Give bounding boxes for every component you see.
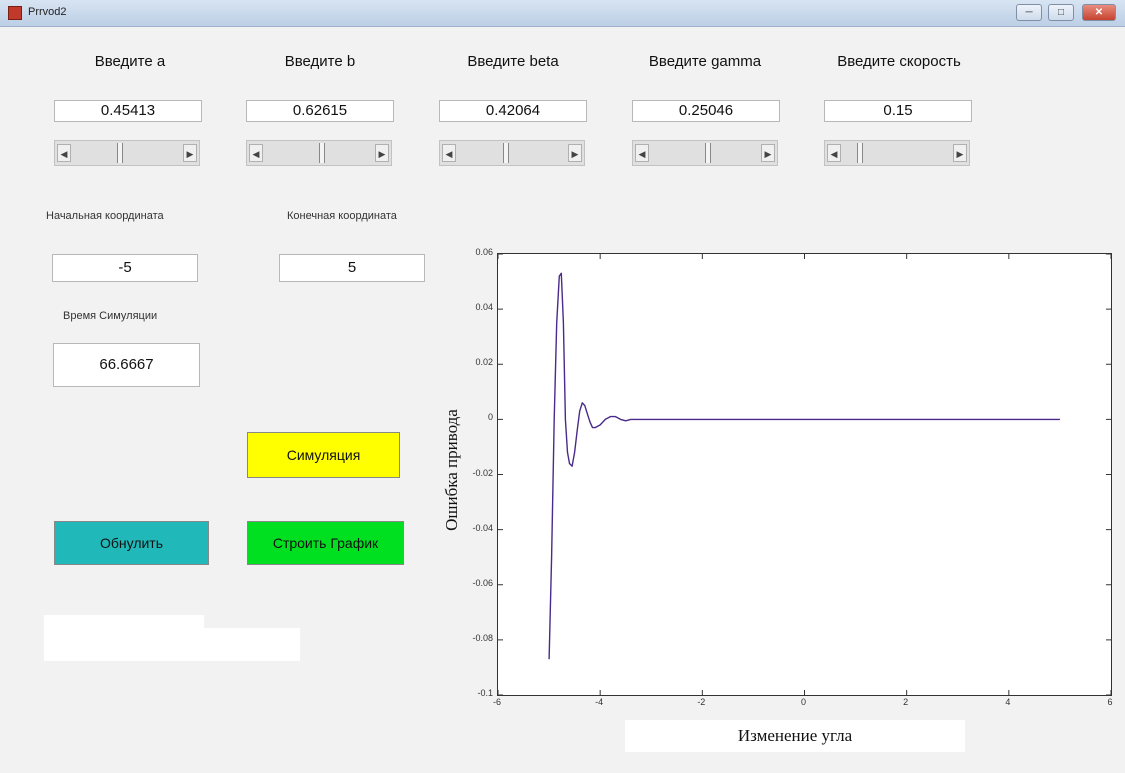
param-beta-label: Введите beta xyxy=(467,53,559,70)
y-tick-label: -0.08 xyxy=(472,632,493,643)
param-b-field[interactable]: 0.62615 xyxy=(246,100,394,122)
y-tick-label: 0 xyxy=(487,412,493,423)
reset-button[interactable]: Обнулить xyxy=(54,521,209,565)
x-tick-label: -4 xyxy=(595,697,604,707)
sim-time-label: Время Симуляции xyxy=(63,310,158,322)
window-title: Prrvod2 xyxy=(28,6,67,18)
param-gamma-slider[interactable]: ◀ ▶ xyxy=(632,140,778,166)
plot-button[interactable]: Строить График xyxy=(247,521,404,565)
param-speed-label: Введите скорость xyxy=(837,53,961,70)
slider-left-arrow-icon[interactable]: ◀ xyxy=(249,144,263,162)
slider-right-arrow-icon[interactable]: ▶ xyxy=(183,144,197,162)
app-icon xyxy=(8,6,22,20)
title-bar: Prrvod2 ─ □ ✕ xyxy=(0,0,1125,27)
y-tick-label: 0.02 xyxy=(475,357,493,368)
sim-time-field[interactable]: 66.6667 xyxy=(53,343,200,387)
blank-area xyxy=(44,615,204,661)
y-tick-label: 0.06 xyxy=(475,247,493,257)
param-beta-slider[interactable]: ◀ ▶ xyxy=(439,140,585,166)
minimize-icon[interactable]: ─ xyxy=(1016,4,1042,21)
x-tick-label: -2 xyxy=(697,697,706,707)
slider-thumb[interactable] xyxy=(319,143,325,163)
param-beta-field[interactable]: 0.42064 xyxy=(439,100,587,122)
slider-thumb[interactable] xyxy=(503,143,509,163)
start-coord-field[interactable]: -5 xyxy=(52,254,198,282)
slider-left-arrow-icon[interactable]: ◀ xyxy=(57,144,71,162)
y-tick-label: 0.04 xyxy=(475,302,493,313)
param-speed-field[interactable]: 0.15 xyxy=(824,100,972,122)
x-tick-label: 0 xyxy=(800,697,806,707)
x-tick-label: -6 xyxy=(492,697,501,707)
slider-right-arrow-icon[interactable]: ▶ xyxy=(568,144,582,162)
maximize-icon[interactable]: □ xyxy=(1048,4,1074,21)
param-gamma-label: Введите gamma xyxy=(648,53,762,70)
slider-thumb[interactable] xyxy=(857,143,863,163)
slider-left-arrow-icon[interactable]: ◀ xyxy=(635,144,649,162)
simulate-button[interactable]: Симуляция xyxy=(247,432,400,478)
series-line xyxy=(548,272,1060,660)
y-axis-label: Ошибка привода xyxy=(442,409,461,531)
end-coord-label: Конечная координата xyxy=(287,210,397,222)
param-a-label: Введите a xyxy=(94,53,166,70)
slider-thumb[interactable] xyxy=(117,143,123,163)
y-tick-label: -0.06 xyxy=(472,577,493,588)
y-tick-label: -0.1 xyxy=(477,688,493,698)
slider-right-arrow-icon[interactable]: ▶ xyxy=(761,144,775,162)
slider-right-arrow-icon[interactable]: ▶ xyxy=(953,144,967,162)
x-axis-label: Изменение угла xyxy=(625,720,965,752)
start-coord-label: Начальная координата xyxy=(46,210,164,222)
slider-right-arrow-icon[interactable]: ▶ xyxy=(375,144,389,162)
plot-axes xyxy=(497,253,1112,696)
x-tick-label: 2 xyxy=(903,697,909,707)
param-a-field[interactable]: 0.45413 xyxy=(54,100,202,122)
y-tick-label: -0.04 xyxy=(472,522,493,533)
slider-thumb[interactable] xyxy=(705,143,711,163)
y-tick-label: -0.02 xyxy=(472,467,493,478)
x-tick-label: 4 xyxy=(1005,697,1011,707)
slider-left-arrow-icon[interactable]: ◀ xyxy=(827,144,841,162)
param-a-slider[interactable]: ◀ ▶ xyxy=(54,140,200,166)
end-coord-field[interactable]: 5 xyxy=(279,254,425,282)
param-b-label: Введите b xyxy=(284,53,356,70)
param-gamma-field[interactable]: 0.25046 xyxy=(632,100,780,122)
close-icon[interactable]: ✕ xyxy=(1082,4,1116,21)
param-speed-slider[interactable]: ◀ ▶ xyxy=(824,140,970,166)
slider-left-arrow-icon[interactable]: ◀ xyxy=(442,144,456,162)
blank-area xyxy=(204,628,300,661)
param-b-slider[interactable]: ◀ ▶ xyxy=(246,140,392,166)
x-tick-label: 6 xyxy=(1107,697,1113,707)
plot-svg xyxy=(497,253,1112,696)
